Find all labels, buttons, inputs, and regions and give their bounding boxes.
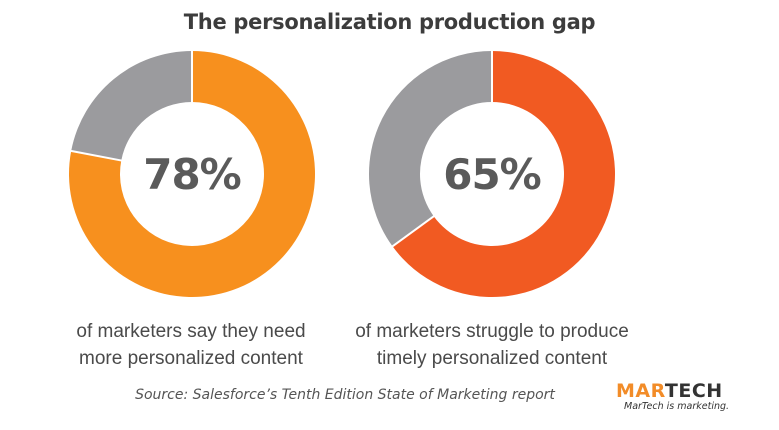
donut-0-center-label: 78% [143,150,241,199]
donut-0-slice-1 [71,51,192,161]
logo-tagline: MarTech is marketing. [624,401,730,412]
caption-right-line-1: of marketers struggle to produce [355,321,629,342]
donut-1-slice-0 [392,51,615,298]
logo-tech: TECH [664,380,723,402]
caption-left-line-2: more personalized content [79,348,303,369]
chart-title: The personalization production gap [183,10,596,34]
donut-1-center-label: 65% [443,150,541,199]
donut-1-divider-1 [391,214,436,248]
donut-chart-65: 65% [369,50,615,298]
logo-mar: MAR [616,380,665,402]
logo-wordmark: MARTECH [616,381,766,401]
caption-right-line-2: timely personalized content [376,348,608,369]
caption-right: of marketers struggle to produce timely … [347,318,637,372]
martech-logo: MARTECH MarTech is marketing. [616,381,766,413]
source-note: Source: Salesforce’s Tenth Edition State… [135,387,555,403]
donut-0-slice-0 [69,51,315,297]
caption-left-line-1: of marketers say they need [76,321,306,342]
caption-left: of marketers say they need more personal… [46,318,336,372]
donut-chart-78: 78% [69,50,315,297]
donut-1-slice-1 [369,51,492,247]
donut-0-divider-1 [70,149,123,162]
